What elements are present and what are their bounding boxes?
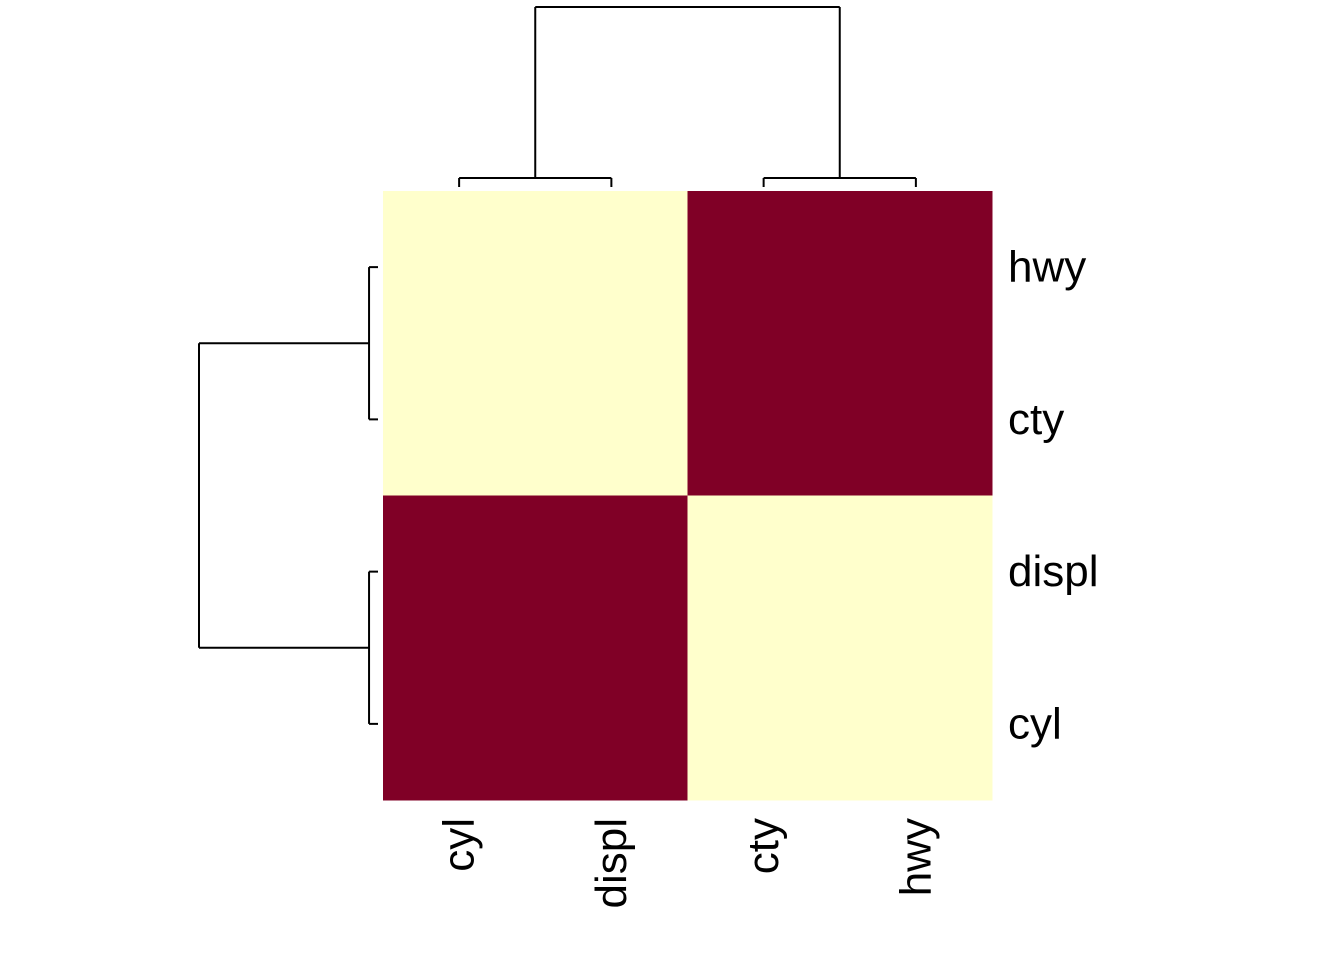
column-labels: cyl displ cty hwy <box>435 818 941 909</box>
heatmap-cell-hwy-displ <box>535 191 688 344</box>
row-label-cyl: cyl <box>1008 699 1062 748</box>
heatmap-cell-cty-hwy <box>839 343 993 496</box>
heatmap-cell-cty-cty <box>687 343 841 496</box>
column-label-cty: cty <box>739 818 788 874</box>
heatmap-cell-cyl-cty <box>687 647 841 801</box>
column-label-cyl: cyl <box>435 818 484 872</box>
column-label-displ: displ <box>587 818 636 909</box>
column-label-hwy: hwy <box>891 818 940 896</box>
heatmap-cell-hwy-cyl <box>383 191 536 344</box>
row-label-hwy: hwy <box>1008 243 1086 292</box>
heatmap-cell-cty-displ <box>535 343 688 496</box>
heatmap-cell-cyl-cyl <box>383 647 536 801</box>
row-labels: hwy cty displ cyl <box>1008 243 1099 749</box>
heatmap-cell-hwy-hwy <box>839 191 993 344</box>
row-dendrogram <box>198 266 378 725</box>
heatmap-cell-displ-hwy <box>839 495 993 649</box>
heatmap-cell-cyl-displ <box>535 647 688 801</box>
heatmap-cell-displ-cyl <box>383 495 536 649</box>
heatmap-cell-cty-cyl <box>383 343 536 496</box>
heatmap-cells <box>383 191 993 801</box>
heatmap-cell-hwy-cty <box>687 191 841 344</box>
column-dendrogram <box>458 6 917 187</box>
row-label-displ: displ <box>1008 547 1099 596</box>
heatmap-cell-displ-displ <box>535 495 688 649</box>
row-label-cty: cty <box>1008 395 1064 444</box>
heatmap-cell-cyl-hwy <box>839 647 993 801</box>
heatmap-cell-displ-cty <box>687 495 841 649</box>
